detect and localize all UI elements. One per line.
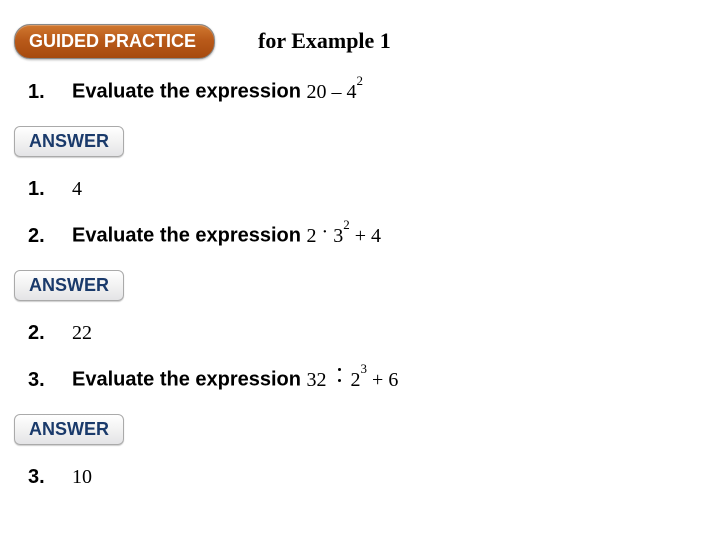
answer-3: 3. 10 — [28, 466, 680, 489]
guided-practice-badge: GUIDED PRACTICE — [14, 24, 215, 59]
answer-badge-3: ANSWER — [14, 414, 124, 445]
expr: 2 · 32 + 4 — [307, 225, 381, 247]
expr-a: 2 — [307, 225, 317, 247]
dot-operator: · — [322, 221, 329, 243]
answer-1: 1. 4 — [28, 178, 680, 201]
expr: 32 23 + 6 — [307, 369, 399, 391]
question-text: Evaluate the expression 2 · 32 + 4 — [72, 222, 381, 248]
answer-value: 10 — [72, 466, 92, 489]
answer-number: 1. — [28, 178, 50, 201]
question-text: Evaluate the expression 20 – 42 — [72, 78, 363, 104]
expr-sup: 2 — [343, 217, 350, 232]
prompt: Evaluate the expression — [72, 225, 301, 247]
answer-value: 22 — [72, 322, 92, 345]
prompt: Evaluate the expression — [72, 81, 301, 103]
question-text: Evaluate the expression 32 23 + 6 — [72, 366, 398, 392]
expr: 20 – 42 — [307, 81, 364, 103]
expr-sup: 2 — [357, 73, 364, 88]
answer-number: 3. — [28, 466, 50, 489]
answer-value: 4 — [72, 178, 82, 201]
answer-2: 2. 22 — [28, 322, 680, 345]
expr-pre: 20 – 4 — [307, 81, 357, 103]
divide-operator — [335, 368, 343, 386]
expr-sup: 3 — [361, 361, 368, 376]
for-example-label: for Example 1 — [258, 28, 391, 54]
question-number: 3. — [28, 369, 50, 392]
answer-badge-2: ANSWER — [14, 270, 124, 301]
question-number: 2. — [28, 225, 50, 248]
answer-number: 2. — [28, 322, 50, 345]
question-2: 2. Evaluate the expression 2 · 32 + 4 — [28, 222, 680, 248]
question-1: 1. Evaluate the expression 20 – 42 — [28, 78, 680, 104]
expr-b: 2 — [351, 369, 361, 391]
answer-badge-1: ANSWER — [14, 126, 124, 157]
expr-c: + 4 — [355, 225, 381, 247]
question-3: 3. Evaluate the expression 32 23 + 6 — [28, 366, 680, 392]
expr-a: 32 — [307, 369, 327, 391]
expr-c: + 6 — [372, 369, 398, 391]
prompt: Evaluate the expression — [72, 369, 301, 391]
expr-b: 3 — [333, 225, 343, 247]
question-number: 1. — [28, 81, 50, 104]
